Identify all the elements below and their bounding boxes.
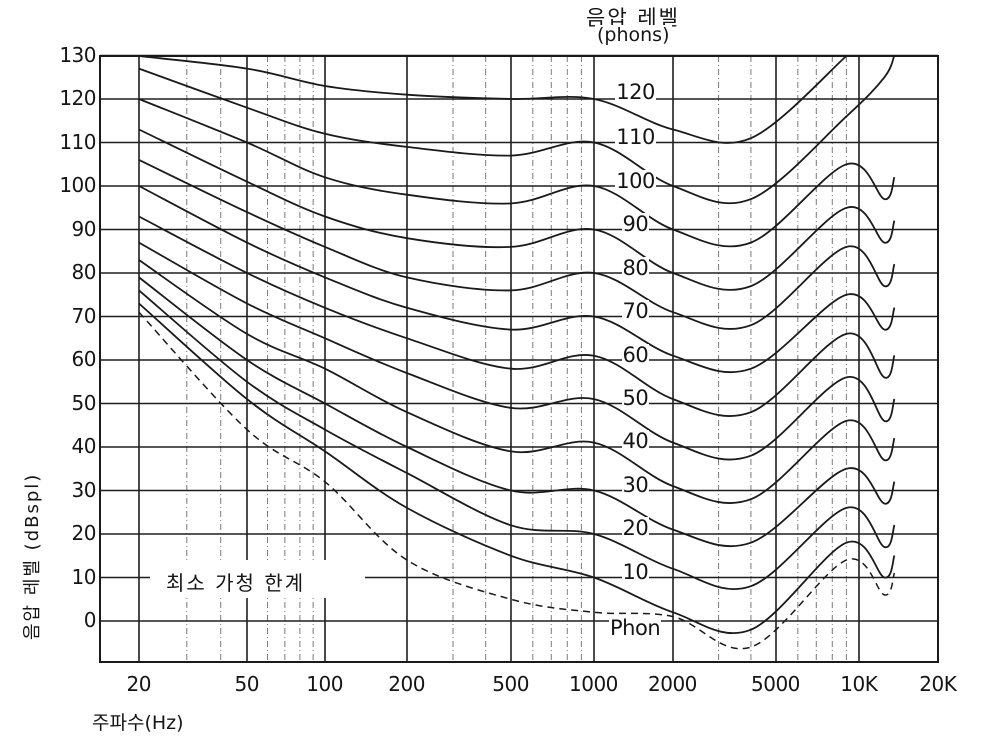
curve-phon [138, 311, 896, 650]
x-tick-20k: 20K [919, 672, 957, 696]
phon-label-20: 20 [621, 516, 650, 540]
threshold-annotation: 최소 가청 한계 [156, 567, 316, 596]
curve-100 [138, 98, 896, 248]
y-tick-40: 40 [71, 434, 97, 458]
phon-label-80: 80 [621, 256, 650, 280]
phon-label-phon: Phon [609, 616, 662, 640]
plot-frame [99, 55, 939, 663]
y-tick-110: 110 [59, 129, 96, 154]
phon-label-10: 10 [621, 560, 650, 584]
phon-label-120: 120 [615, 80, 656, 104]
x-tick-2000: 2000 [648, 672, 697, 696]
x-tick-20: 20 [126, 672, 152, 696]
phon-label-30: 30 [621, 473, 650, 497]
loudness-curves [138, 54, 896, 650]
curve-40 [138, 259, 896, 504]
y-tick-50: 50 [71, 390, 97, 415]
phon-label-70: 70 [621, 299, 650, 323]
phon-label-40: 40 [621, 429, 650, 453]
phon-label-50: 50 [621, 386, 650, 410]
phon-label-100: 100 [615, 169, 656, 193]
curve-110 [138, 54, 896, 205]
x-tick-5000: 5000 [751, 672, 800, 696]
legend-unit: (phons) [595, 24, 672, 46]
x-tick-100: 100 [306, 672, 343, 696]
minor-grid-lines [186, 56, 847, 662]
x-tick-1000: 1000 [569, 672, 618, 696]
y-tick-30: 30 [71, 477, 97, 502]
y-tick-80: 80 [71, 260, 97, 284]
phon-label-90: 90 [621, 212, 650, 236]
phon-label-110: 110 [615, 125, 656, 149]
curve-30 [138, 276, 896, 547]
y-tick-90: 90 [71, 216, 97, 241]
curve-90 [138, 128, 896, 291]
y-tick-70: 70 [71, 303, 97, 328]
y-axis-label: 음압 레벨 (dBspl) [22, 472, 43, 640]
curve-70 [138, 185, 896, 373]
x-tick-10k: 10K [840, 672, 878, 696]
y-tick-20: 20 [71, 521, 97, 545]
curve-80 [138, 159, 896, 330]
x-tick-200: 200 [388, 672, 425, 696]
y-tick-130: 130 [59, 42, 96, 67]
curve-120 [138, 55, 847, 144]
y-tick-120: 120 [59, 86, 96, 110]
y-tick-100: 100 [59, 173, 96, 197]
phon-label-60: 60 [621, 343, 650, 367]
curve-50 [138, 241, 896, 461]
x-axis-label: 주파수(Hz) [92, 712, 184, 734]
y-tick-60: 60 [71, 347, 97, 371]
curve-60 [138, 215, 896, 417]
y-tick-10: 10 [71, 564, 97, 589]
curve-20 [138, 289, 896, 591]
curve-10 [138, 302, 896, 635]
x-tick-500: 500 [492, 672, 529, 696]
y-tick-0: 0 [83, 608, 97, 632]
x-tick-50: 50 [234, 672, 260, 696]
